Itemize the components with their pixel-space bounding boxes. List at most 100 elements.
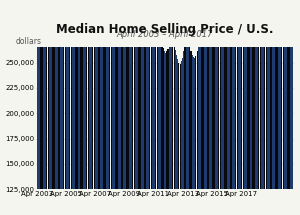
Bar xyxy=(114,0,115,189)
Bar xyxy=(177,60,178,189)
Bar xyxy=(159,30,160,189)
Bar xyxy=(206,41,207,189)
Bar xyxy=(62,0,63,189)
Bar xyxy=(148,26,149,189)
Bar xyxy=(123,0,124,189)
Bar xyxy=(40,0,41,189)
Bar xyxy=(272,0,273,189)
Bar xyxy=(101,0,102,189)
Bar xyxy=(96,0,97,189)
Bar xyxy=(67,0,68,189)
Bar xyxy=(130,0,131,189)
Bar xyxy=(268,0,269,189)
Bar xyxy=(182,58,183,189)
Bar xyxy=(79,0,80,189)
Bar xyxy=(52,0,53,189)
Bar xyxy=(39,2,40,189)
Bar xyxy=(287,0,289,189)
Bar xyxy=(289,0,290,189)
Bar xyxy=(199,32,200,189)
Bar xyxy=(147,20,148,189)
Bar xyxy=(211,38,212,189)
Bar xyxy=(251,0,252,189)
Bar xyxy=(85,0,86,189)
Bar xyxy=(38,9,39,189)
Bar xyxy=(177,60,178,189)
Bar xyxy=(44,0,45,189)
Bar xyxy=(195,56,196,189)
Bar xyxy=(274,0,275,189)
Bar xyxy=(141,0,142,189)
Bar xyxy=(62,0,63,189)
Bar xyxy=(275,0,276,189)
Bar xyxy=(107,0,108,189)
Bar xyxy=(264,0,266,189)
Bar xyxy=(118,0,119,189)
Bar xyxy=(234,0,235,189)
Bar xyxy=(95,0,96,189)
Bar xyxy=(55,0,56,189)
Bar xyxy=(194,58,195,189)
Bar xyxy=(210,43,211,189)
Bar xyxy=(90,0,91,189)
Bar xyxy=(129,0,130,189)
Bar xyxy=(117,0,118,189)
Bar xyxy=(267,0,268,189)
Bar xyxy=(89,0,90,189)
Bar xyxy=(39,2,40,189)
Bar xyxy=(63,0,64,189)
Bar xyxy=(263,0,264,189)
Bar xyxy=(250,0,251,189)
Bar xyxy=(222,20,223,189)
Bar xyxy=(211,38,212,189)
Bar xyxy=(165,53,166,189)
Bar xyxy=(74,0,75,189)
Bar xyxy=(66,0,67,189)
Bar xyxy=(48,11,49,189)
Bar xyxy=(124,0,125,189)
Bar xyxy=(281,0,282,189)
Bar xyxy=(158,22,159,189)
Bar xyxy=(164,51,165,189)
Bar xyxy=(216,1,217,189)
Bar xyxy=(257,0,258,189)
Bar xyxy=(252,0,253,189)
Bar xyxy=(249,0,250,189)
Bar xyxy=(284,0,285,189)
Bar xyxy=(217,5,218,189)
Bar xyxy=(102,0,103,189)
Bar xyxy=(54,0,55,189)
Bar xyxy=(184,44,185,189)
Bar xyxy=(270,0,272,189)
Bar xyxy=(135,0,136,189)
Bar xyxy=(251,0,252,189)
Bar xyxy=(212,27,213,189)
Bar xyxy=(43,0,44,189)
Bar xyxy=(218,10,220,189)
Bar xyxy=(286,0,287,189)
Bar xyxy=(255,0,256,189)
Bar xyxy=(183,51,184,189)
Bar xyxy=(136,1,137,189)
Bar xyxy=(291,0,292,189)
Bar xyxy=(181,61,182,189)
Bar xyxy=(278,0,279,189)
Bar xyxy=(101,0,102,189)
Bar xyxy=(51,7,52,189)
Bar xyxy=(80,0,81,189)
Bar xyxy=(45,4,46,189)
Bar xyxy=(240,0,241,189)
Text: April 2003 – April 2017: April 2003 – April 2017 xyxy=(117,31,213,40)
Bar xyxy=(54,0,55,189)
Bar xyxy=(229,0,230,189)
Bar xyxy=(192,55,193,189)
Bar xyxy=(205,37,206,189)
Bar xyxy=(200,25,201,189)
Bar xyxy=(124,0,125,189)
Bar xyxy=(279,0,280,189)
Bar xyxy=(240,0,241,189)
Bar xyxy=(254,0,255,189)
Bar xyxy=(186,39,187,189)
Bar xyxy=(75,0,76,189)
Bar xyxy=(119,0,120,189)
